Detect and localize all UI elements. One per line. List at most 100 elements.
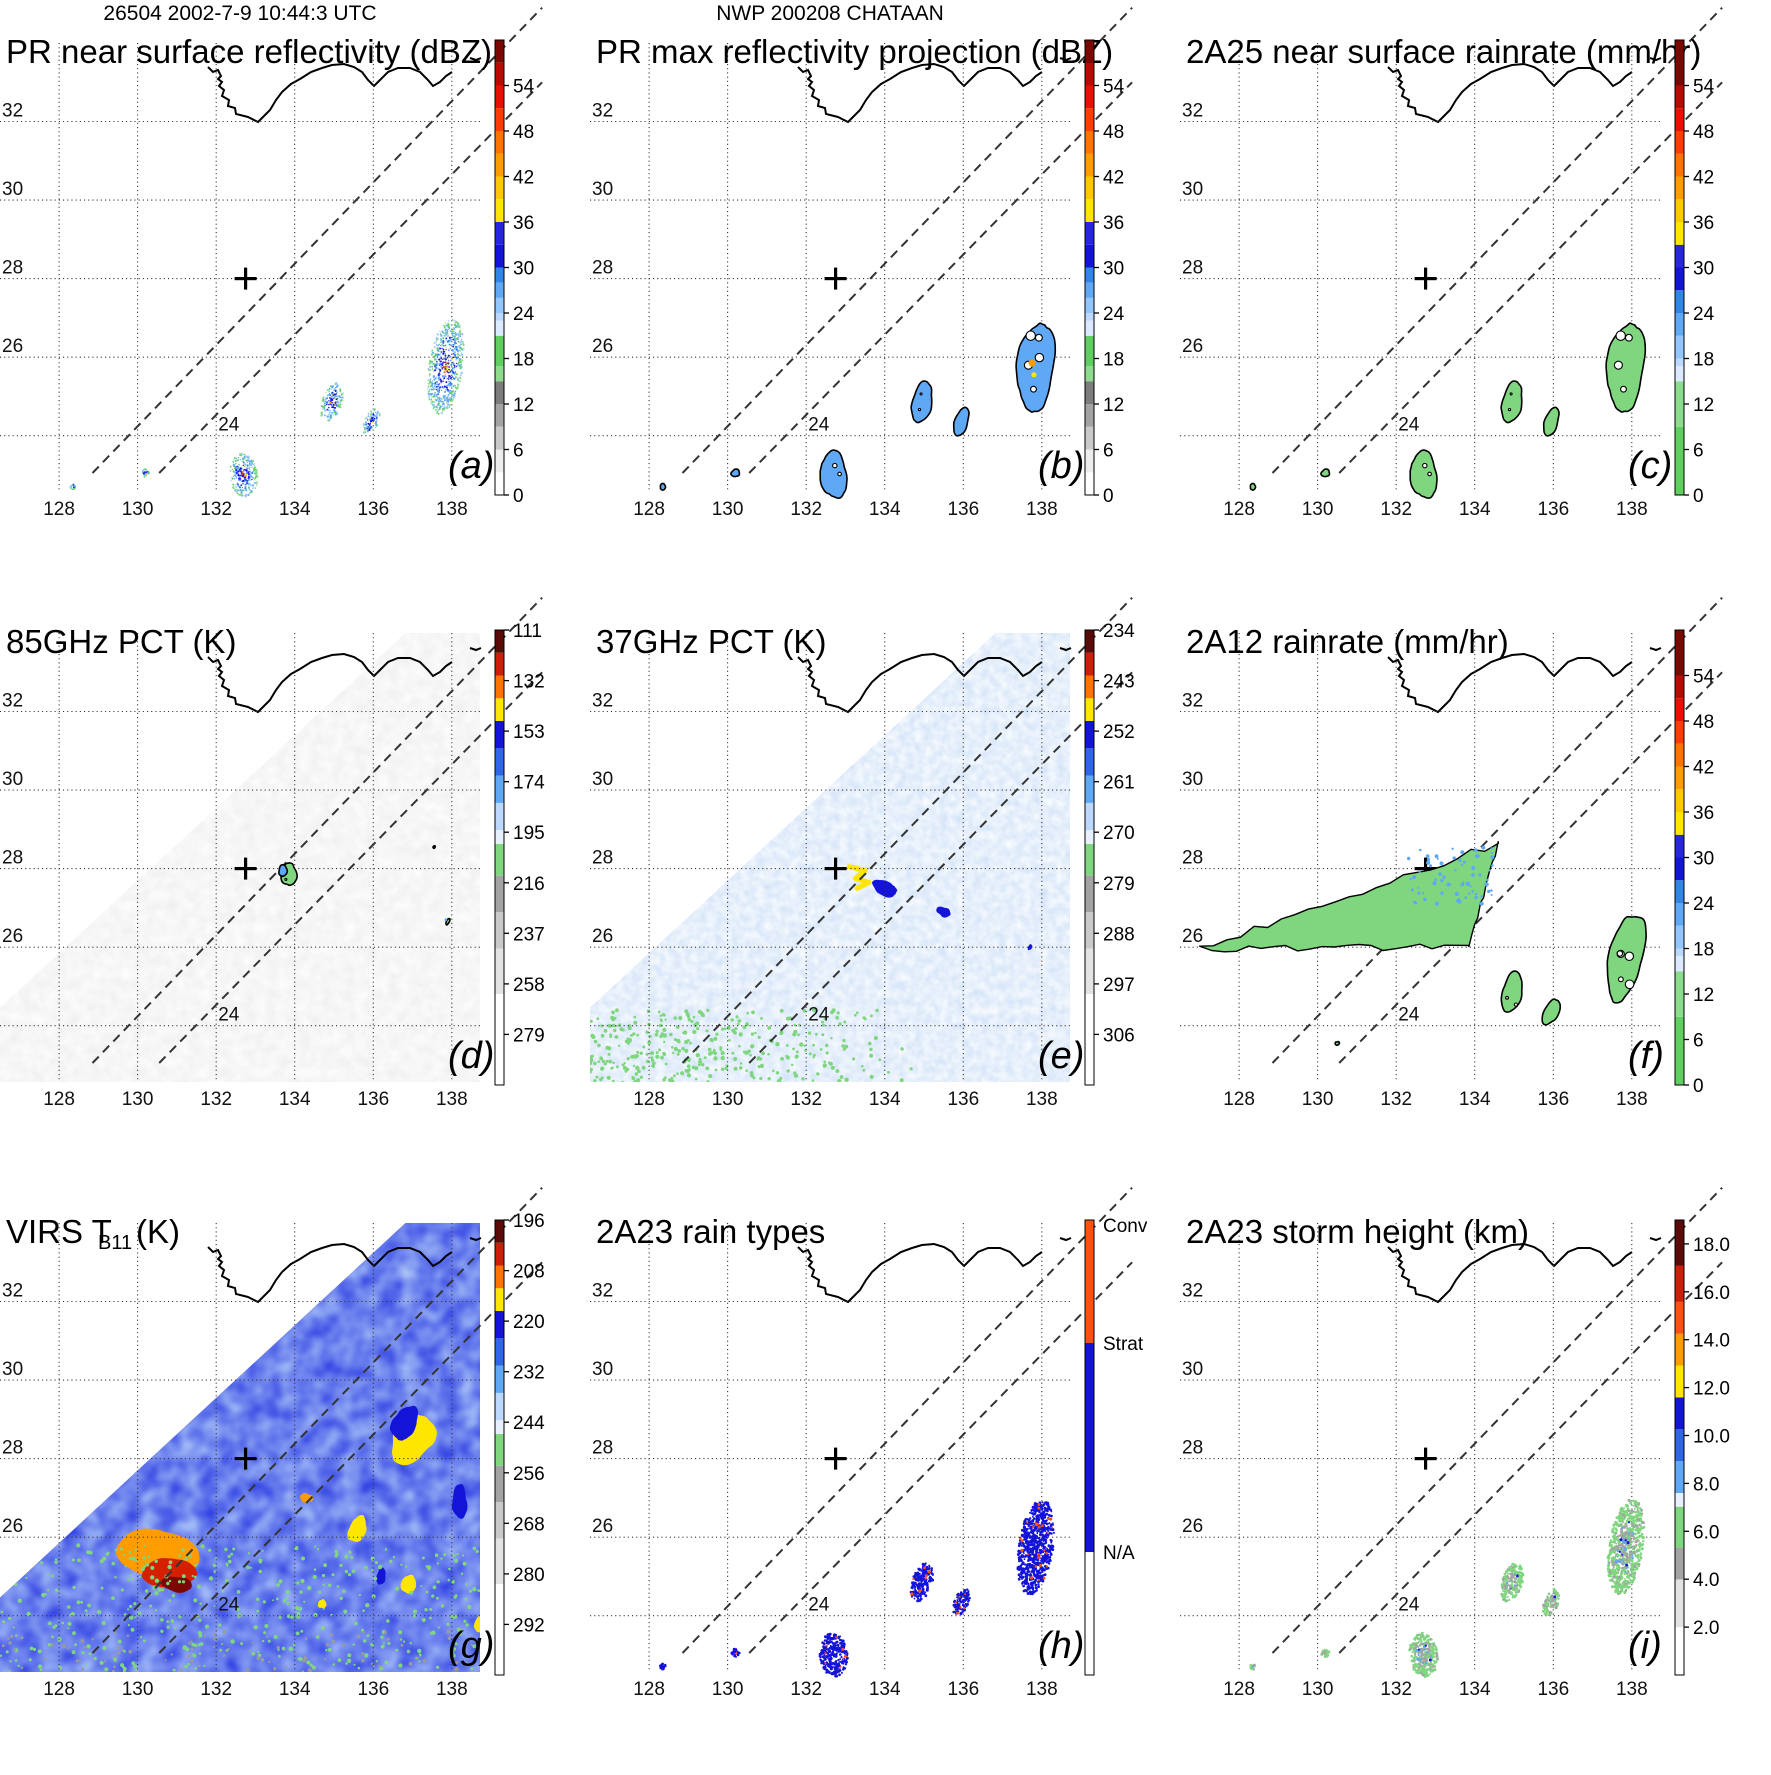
svg-text:2A25 near surface rainrate (mm: 2A25 near surface rainrate (mm/hr) [1186, 33, 1701, 70]
svg-text:26: 26 [592, 926, 613, 947]
svg-text:136: 136 [357, 499, 389, 520]
svg-text:134: 134 [279, 1089, 311, 1110]
svg-text:42: 42 [1693, 758, 1714, 779]
svg-text:(f): (f) [1628, 1035, 1664, 1077]
svg-text:130: 130 [122, 499, 154, 520]
svg-text:2.0: 2.0 [1693, 1618, 1719, 1639]
svg-text:26: 26 [1182, 336, 1203, 357]
svg-text:32: 32 [592, 691, 613, 712]
svg-text:243: 243 [1103, 672, 1135, 693]
svg-text:48: 48 [1693, 122, 1714, 143]
svg-text:28: 28 [1182, 848, 1203, 869]
svg-text:42: 42 [1103, 168, 1124, 189]
svg-text:(b): (b) [1038, 445, 1084, 487]
svg-text:NWP 200208 CHATAAN: NWP 200208 CHATAAN [716, 2, 944, 25]
svg-text:32: 32 [2, 1281, 23, 1302]
svg-text:32: 32 [1182, 101, 1203, 122]
svg-text:54: 54 [1103, 77, 1125, 98]
svg-text:12: 12 [513, 395, 534, 416]
svg-text:32: 32 [2, 691, 23, 712]
svg-text:30: 30 [1182, 1359, 1203, 1380]
svg-text:30: 30 [2, 179, 23, 200]
svg-text:136: 136 [947, 1679, 979, 1700]
svg-text:36: 36 [513, 213, 534, 234]
svg-text:28: 28 [592, 848, 613, 869]
svg-text:32: 32 [1182, 691, 1203, 712]
svg-text:30: 30 [1693, 849, 1714, 870]
svg-text:18: 18 [1693, 350, 1714, 371]
svg-text:136: 136 [1537, 1089, 1569, 1110]
svg-text:134: 134 [279, 499, 311, 520]
svg-text:(i): (i) [1628, 1625, 1662, 1667]
svg-text:30: 30 [592, 1359, 613, 1380]
svg-text:18: 18 [513, 350, 534, 371]
svg-text:138: 138 [436, 499, 468, 520]
svg-text:28: 28 [1182, 1438, 1203, 1459]
svg-text:136: 136 [357, 1679, 389, 1700]
svg-text:270: 270 [1103, 823, 1135, 844]
svg-text:261: 261 [1103, 773, 1135, 794]
svg-text:130: 130 [712, 499, 744, 520]
svg-text:2A23 rain types: 2A23 rain types [596, 1213, 825, 1250]
svg-text:26: 26 [592, 336, 613, 357]
svg-text:24: 24 [1103, 304, 1125, 325]
svg-text:(K): (K) [136, 1213, 180, 1250]
svg-text:30: 30 [2, 1359, 23, 1380]
svg-text:134: 134 [869, 499, 901, 520]
svg-text:(a): (a) [448, 445, 494, 487]
svg-text:28: 28 [2, 258, 23, 279]
svg-text:24: 24 [1693, 894, 1715, 915]
svg-text:136: 136 [357, 1089, 389, 1110]
svg-text:26: 26 [2, 926, 23, 947]
svg-text:138: 138 [1026, 1089, 1058, 1110]
svg-text:138: 138 [1026, 1679, 1058, 1700]
svg-text:196: 196 [513, 1211, 545, 1232]
svg-text:10.0: 10.0 [1693, 1427, 1730, 1448]
svg-text:(d): (d) [448, 1035, 494, 1077]
svg-text:24: 24 [218, 1005, 240, 1026]
svg-text:28: 28 [1182, 258, 1203, 279]
svg-text:26504 2002-7-9 10:44:3 UTC: 26504 2002-7-9 10:44:3 UTC [103, 2, 376, 25]
svg-text:26: 26 [2, 336, 23, 357]
svg-text:138: 138 [436, 1089, 468, 1110]
svg-text:Conv: Conv [1103, 1216, 1148, 1237]
svg-text:234: 234 [1103, 621, 1135, 642]
svg-text:128: 128 [633, 499, 665, 520]
svg-text:132: 132 [790, 499, 822, 520]
svg-text:30: 30 [513, 259, 534, 280]
svg-text:130: 130 [122, 1679, 154, 1700]
svg-text:24: 24 [808, 1005, 830, 1026]
svg-text:16.0: 16.0 [1693, 1283, 1730, 1304]
svg-text:(h): (h) [1038, 1625, 1084, 1667]
svg-text:12: 12 [1103, 395, 1124, 416]
svg-text:128: 128 [43, 1089, 75, 1110]
svg-text:32: 32 [1182, 1281, 1203, 1302]
svg-text:B11: B11 [98, 1232, 132, 1254]
svg-text:28: 28 [2, 1438, 23, 1459]
svg-text:138: 138 [1026, 499, 1058, 520]
svg-text:279: 279 [513, 1025, 545, 1046]
svg-text:111: 111 [513, 621, 542, 642]
svg-text:132: 132 [790, 1089, 822, 1110]
svg-text:26: 26 [1182, 926, 1203, 947]
svg-text:30: 30 [1182, 179, 1203, 200]
svg-text:128: 128 [1223, 1089, 1255, 1110]
svg-text:134: 134 [1459, 1089, 1491, 1110]
svg-text:6: 6 [513, 441, 524, 462]
svg-text:Strat: Strat [1103, 1334, 1144, 1355]
svg-text:18: 18 [1693, 940, 1714, 961]
svg-text:26: 26 [2, 1516, 23, 1537]
svg-text:195: 195 [513, 823, 545, 844]
svg-text:6.0: 6.0 [1693, 1522, 1719, 1543]
svg-text:138: 138 [1616, 1679, 1648, 1700]
svg-text:132: 132 [200, 1089, 232, 1110]
svg-text:28: 28 [2, 848, 23, 869]
svg-text:85GHz PCT (K): 85GHz PCT (K) [6, 623, 236, 660]
svg-text:132: 132 [513, 672, 545, 693]
svg-text:134: 134 [1459, 1679, 1491, 1700]
svg-text:306: 306 [1103, 1025, 1135, 1046]
svg-text:24: 24 [218, 1595, 240, 1616]
svg-text:4.0: 4.0 [1693, 1570, 1719, 1591]
svg-text:220: 220 [513, 1312, 545, 1333]
svg-text:36: 36 [1103, 213, 1124, 234]
